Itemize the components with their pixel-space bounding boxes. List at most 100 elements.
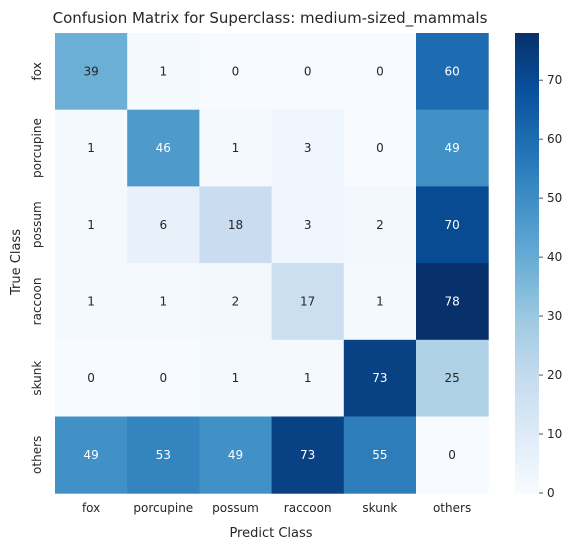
cell-value-label: 1: [87, 218, 95, 232]
heatmap-cell: [127, 416, 200, 494]
colorbar-tick-label: 10: [547, 427, 562, 441]
cell-value-label: 1: [159, 64, 167, 78]
cell-value-label: 6: [159, 218, 167, 232]
y-tick-label: raccoon: [30, 278, 44, 326]
x-tick-label: skunk: [362, 501, 397, 515]
cell-value-label: 1: [232, 371, 240, 385]
heatmap-cell: [343, 186, 417, 264]
colorbar: [515, 33, 539, 493]
cell-value-label: 73: [300, 448, 315, 462]
colorbar-tick-label: 60: [547, 132, 562, 146]
cell-value-label: 0: [376, 141, 384, 155]
heatmap-cell: [343, 109, 417, 187]
cell-value-label: 0: [304, 64, 312, 78]
cell-value-label: 1: [232, 141, 240, 155]
colorbar-tick-label: 40: [547, 250, 562, 264]
x-axis-label: Predict Class: [229, 526, 312, 541]
heatmap-cell: [199, 109, 273, 187]
y-tick-label: fox: [30, 62, 44, 80]
y-tick-label: skunk: [30, 361, 44, 396]
cell-value-label: 53: [156, 448, 171, 462]
heatmap-cell: [271, 109, 345, 187]
heatmap-cell: [127, 109, 200, 187]
x-tick-labels: fox porcupine possum raccoon skunk others: [82, 501, 471, 515]
colorbar-tick-label: 50: [547, 191, 562, 205]
heatmap-cell: [271, 186, 345, 264]
heatmap-cell: [199, 416, 273, 494]
cell-value-label: 1: [376, 294, 384, 308]
cell-value-label: 0: [448, 448, 456, 462]
y-tick-label: porcupine: [30, 118, 44, 178]
cell-value-label: 18: [228, 218, 243, 232]
heatmap-cell: [55, 339, 128, 417]
heatmap-cell: [199, 33, 273, 111]
cell-value-label: 49: [83, 448, 98, 462]
heatmap-cell: [271, 263, 345, 341]
heatmap-cells: 39 1 0 0 0 60 1 46 1 3 0 49 1 6 18 3 2 70 1 1 2 17 1 78 0 0 1 1 73 25…: [55, 33, 489, 494]
y-tick-labels: fox porcupine possum raccoon skunk others: [30, 62, 44, 474]
heatmap-cell: [416, 109, 489, 187]
chart-title: Confusion Matrix for Superclass: medium-…: [53, 9, 488, 28]
cell-value-label: 73: [372, 371, 387, 385]
cell-value-label: 1: [87, 141, 95, 155]
colorbar-tick-label: 30: [547, 309, 562, 323]
colorbar-tick-label: 20: [547, 368, 562, 382]
heatmap-cell: [343, 339, 417, 417]
cell-value-label: 0: [232, 64, 240, 78]
heatmap-cell: [127, 33, 200, 111]
cell-value-label: 3: [304, 141, 312, 155]
cell-value-label: 1: [304, 371, 312, 385]
heatmap-cell: [199, 263, 273, 341]
y-axis-label: True Class: [9, 229, 24, 296]
heatmap-cell: [199, 339, 273, 417]
cell-value-label: 2: [376, 218, 384, 232]
cell-value-label: 49: [444, 141, 459, 155]
heatmap-cell: [343, 33, 417, 111]
cell-value-label: 1: [159, 294, 167, 308]
heatmap-cell: [416, 33, 489, 111]
cell-value-label: 1: [87, 294, 95, 308]
y-tick-label: others: [30, 436, 44, 474]
heatmap-cell: [199, 186, 273, 264]
heatmap-cell: [127, 339, 200, 417]
heatmap-cell: [271, 33, 345, 111]
cell-value-label: 0: [87, 371, 95, 385]
cell-value-label: 25: [444, 371, 459, 385]
cell-value-label: 49: [228, 448, 243, 462]
heatmap-cell: [55, 416, 128, 494]
x-tick-label: fox: [82, 501, 100, 515]
heatmap-cell: [343, 416, 417, 494]
x-tick-label: raccoon: [284, 501, 332, 515]
heatmap-cell: [416, 339, 489, 417]
y-tick-label: possum: [30, 201, 44, 248]
cell-value-label: 70: [444, 218, 459, 232]
heatmap-cell: [55, 263, 128, 341]
heatmap-cell: [55, 33, 128, 111]
x-tick-label: others: [433, 501, 471, 515]
x-tick-label: porcupine: [133, 501, 193, 515]
heatmap-cell: [416, 186, 489, 264]
cell-value-label: 0: [376, 64, 384, 78]
heatmap-cell: [271, 339, 345, 417]
colorbar-tick-label: 70: [547, 73, 562, 87]
x-tick-label: possum: [212, 501, 259, 515]
heatmap-cell: [127, 263, 200, 341]
heatmap-cell: [271, 416, 345, 494]
cell-value-label: 0: [159, 371, 167, 385]
cell-value-label: 17: [300, 294, 315, 308]
cell-value-label: 78: [444, 294, 459, 308]
heatmap-cell: [343, 263, 417, 341]
cell-value-label: 2: [232, 294, 240, 308]
heatmap-cell: [55, 186, 128, 264]
heatmap-cell: [127, 186, 200, 264]
colorbar-ticks: 0 10 20 30 40 50 60 70: [539, 73, 562, 500]
cell-value-label: 39: [83, 64, 98, 78]
cell-value-label: 46: [156, 141, 171, 155]
heatmap-cell: [416, 416, 489, 494]
heatmap-cell: [55, 109, 128, 187]
heatmap-cell: [416, 263, 489, 341]
cell-value-label: 60: [444, 64, 459, 78]
colorbar-tick-label: 0: [547, 486, 555, 500]
cell-value-label: 3: [304, 218, 312, 232]
